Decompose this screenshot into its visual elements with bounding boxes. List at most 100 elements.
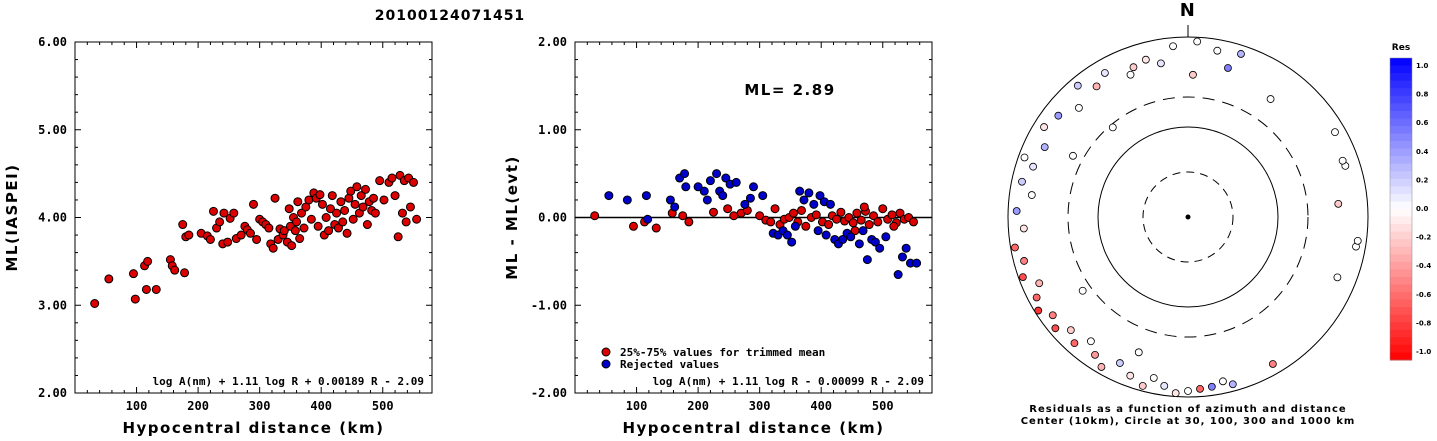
data-point bbox=[590, 211, 600, 221]
y-tick-label: -2.00 bbox=[531, 386, 567, 400]
data-point bbox=[846, 232, 856, 242]
data-point bbox=[348, 214, 358, 224]
data-point bbox=[801, 221, 811, 231]
colorbar-segment bbox=[1390, 148, 1412, 157]
residual-vs-distance-panel: -2.00 -1.00 0.00 1.00 2.00 100 200 300 400 500 Hyp… bbox=[503, 35, 933, 437]
station-point bbox=[1100, 69, 1109, 77]
data-point bbox=[375, 176, 385, 186]
data-point bbox=[838, 234, 848, 244]
colorbar-segment bbox=[1390, 261, 1412, 270]
data-point bbox=[249, 199, 258, 209]
x-axis-label: Hypocentral distance (km) bbox=[622, 419, 884, 437]
data-point bbox=[313, 221, 323, 231]
colorbar-segment bbox=[1390, 80, 1412, 89]
data-point bbox=[684, 217, 694, 227]
station-point bbox=[1196, 384, 1204, 393]
magnitude-vs-distance-panel: 2.00 3.00 4.00 5.00 6.00 100 200 300 400 500 Hypoc… bbox=[3, 35, 433, 437]
data-point bbox=[643, 214, 653, 224]
station-point bbox=[1268, 360, 1277, 368]
data-point bbox=[284, 204, 294, 214]
station-point bbox=[1091, 350, 1099, 359]
data-point bbox=[184, 230, 194, 240]
map-caption-line-1: Residuals as a function of azimuth and d… bbox=[1029, 404, 1346, 415]
station-point bbox=[1020, 257, 1028, 265]
data-point bbox=[848, 218, 858, 228]
data-point bbox=[859, 202, 869, 212]
colorbar-segment bbox=[1390, 171, 1412, 180]
station-point bbox=[1115, 359, 1124, 367]
station-point bbox=[1108, 123, 1117, 132]
north-label: N bbox=[1180, 0, 1197, 21]
station-point bbox=[1219, 377, 1227, 386]
data-point bbox=[811, 210, 821, 220]
data-point bbox=[887, 210, 897, 220]
station-point bbox=[1228, 380, 1237, 389]
data-point bbox=[104, 274, 114, 284]
y-tick-label: -1.00 bbox=[531, 298, 567, 312]
data-point bbox=[745, 193, 755, 203]
data-point bbox=[782, 230, 792, 240]
station-point bbox=[1040, 123, 1048, 131]
colorbar-segment bbox=[1390, 73, 1412, 82]
data-point bbox=[229, 208, 239, 218]
colorbar-title: Res bbox=[1392, 43, 1410, 53]
data-point bbox=[799, 195, 809, 205]
ring-30km bbox=[1142, 171, 1234, 263]
data-point bbox=[327, 191, 337, 201]
data-point bbox=[208, 206, 218, 216]
map-caption-line-2: Center (10km), Circle at 30, 100, 300 an… bbox=[1021, 416, 1356, 427]
colorbar-segment bbox=[1390, 314, 1412, 323]
data-point bbox=[665, 195, 675, 205]
station-point bbox=[1078, 286, 1087, 295]
legend-marker bbox=[601, 359, 611, 369]
data-point bbox=[795, 186, 805, 196]
data-point bbox=[702, 195, 712, 205]
colorbar-frame bbox=[1389, 57, 1413, 361]
colorbar-segment bbox=[1390, 276, 1412, 285]
x-tick-label: 400 bbox=[310, 399, 332, 413]
ring-100km bbox=[1097, 126, 1279, 308]
station-point bbox=[1020, 153, 1029, 162]
colorbar-segment bbox=[1390, 95, 1412, 104]
data-point bbox=[304, 195, 314, 205]
station-point bbox=[1224, 64, 1232, 72]
colorbar-segment bbox=[1390, 193, 1412, 202]
station-point bbox=[1034, 306, 1043, 315]
x-tick-label: 300 bbox=[749, 399, 771, 413]
data-point bbox=[809, 199, 819, 209]
station-point bbox=[1087, 337, 1095, 346]
data-point bbox=[790, 221, 800, 231]
ring-300km bbox=[1067, 96, 1309, 338]
station-point bbox=[1266, 95, 1275, 103]
station-point bbox=[1126, 70, 1135, 79]
station-point bbox=[1018, 177, 1026, 186]
data-point bbox=[405, 202, 415, 212]
data-point bbox=[219, 208, 229, 218]
data-point bbox=[336, 197, 346, 207]
colorbar-segment bbox=[1390, 224, 1412, 233]
station-point bbox=[1054, 111, 1063, 120]
azimuth-residual-map-panel: N Residuals as a function of azimuth and … bbox=[1007, 0, 1431, 427]
data-point bbox=[397, 208, 407, 218]
data-point bbox=[758, 191, 768, 201]
data-point bbox=[628, 221, 638, 231]
station-point bbox=[1012, 207, 1021, 215]
station-point bbox=[1032, 293, 1041, 302]
data-point bbox=[858, 226, 868, 236]
station-point bbox=[1184, 387, 1192, 395]
data-point bbox=[852, 208, 862, 218]
colorbar-segment bbox=[1390, 231, 1412, 240]
data-point bbox=[889, 221, 899, 231]
data-point bbox=[370, 208, 380, 218]
data-point bbox=[130, 294, 140, 304]
colorbar-segment bbox=[1390, 216, 1412, 225]
station-point bbox=[1070, 339, 1079, 348]
data-point bbox=[815, 191, 825, 201]
x-tick-label: 500 bbox=[872, 399, 894, 413]
station-point bbox=[1134, 348, 1143, 357]
epicenter-dot bbox=[1185, 214, 1191, 220]
colorbar-tick-label: 0.6 bbox=[1416, 119, 1429, 127]
y-tick-label: 5.00 bbox=[38, 123, 67, 137]
data-point bbox=[787, 237, 797, 247]
data-point bbox=[178, 220, 188, 230]
